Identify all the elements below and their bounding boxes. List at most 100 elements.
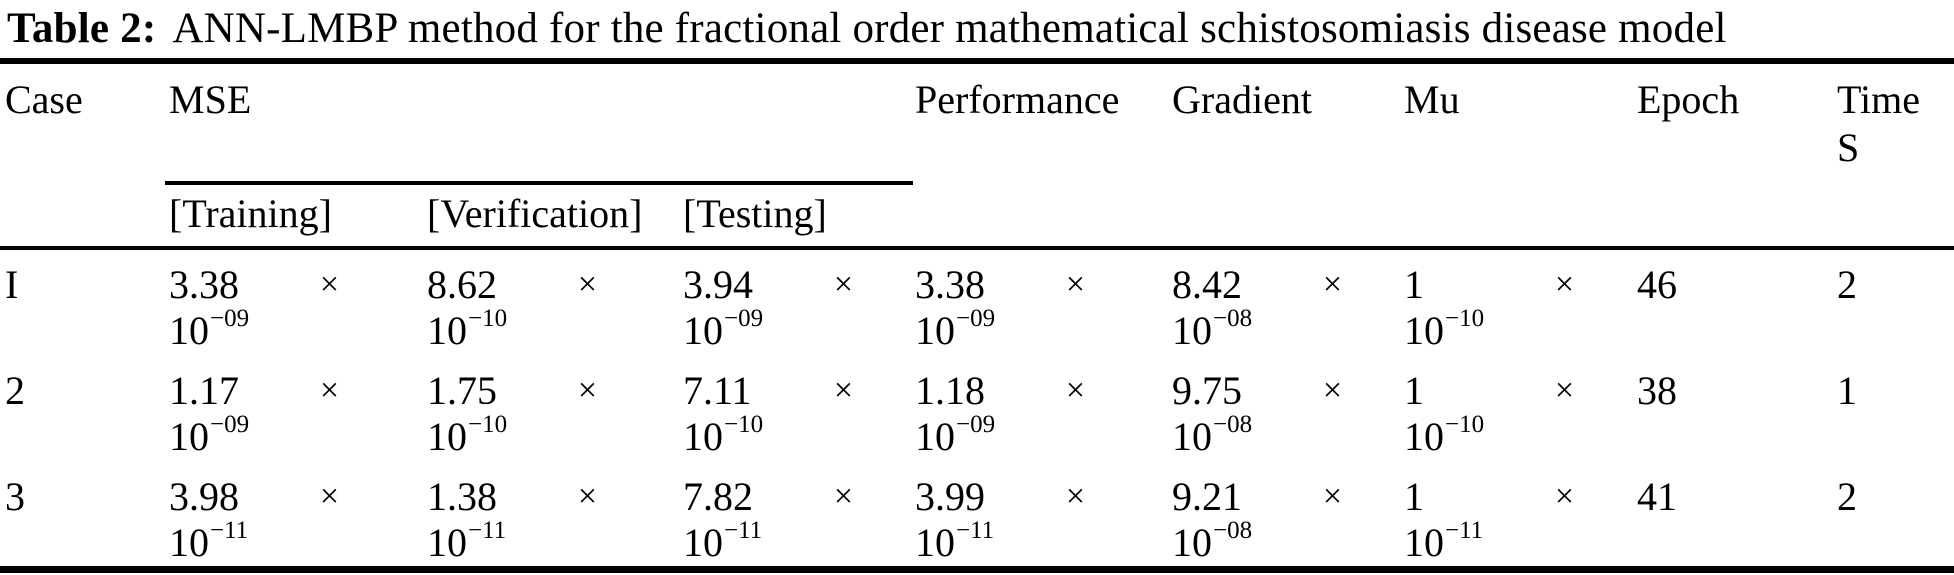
- base: 10: [915, 414, 955, 459]
- mantissa: 3.99: [915, 474, 985, 519]
- base: 10: [427, 520, 467, 565]
- exponent: −11: [1445, 516, 1484, 544]
- header-performance: Performance: [915, 77, 1120, 122]
- base: 10: [915, 520, 955, 565]
- exponent: −08: [1213, 516, 1253, 544]
- multiply-sign: ×: [577, 372, 597, 409]
- mu-value: 1 × 10−11: [1402, 474, 1635, 566]
- exponent: −10: [1445, 304, 1485, 332]
- multiply-sign: ×: [319, 266, 339, 303]
- power-of-ten: 10−10: [1404, 304, 1635, 354]
- header-gradient: Gradient: [1172, 77, 1312, 122]
- table-caption-label: Table 2:: [7, 5, 157, 52]
- power-of-ten: 10−10: [427, 304, 681, 354]
- multiply-sign: ×: [1065, 478, 1085, 515]
- power-of-ten: 10−09: [169, 304, 425, 354]
- power-of-ten: 10−11: [427, 516, 681, 566]
- table-row: 2 1.17 × 10−09 1.75 × 10−10 7.11 × 10−10 1.…: [0, 368, 1954, 460]
- header-time: Time S: [1835, 76, 1954, 172]
- base: 10: [1172, 520, 1212, 565]
- power-of-ten: 10−09: [169, 412, 425, 460]
- exponent: −09: [210, 304, 250, 332]
- table-caption: Table 2: ANN-LMBP method for the fraction…: [7, 1, 1727, 57]
- epoch-value: 38: [1637, 368, 1677, 413]
- multiply-sign: ×: [319, 372, 339, 409]
- multiply-sign: ×: [833, 372, 853, 409]
- base: 10: [169, 308, 209, 353]
- power-of-ten: 10−11: [683, 516, 913, 566]
- top-rule: [0, 58, 1954, 64]
- power-of-ten: 10−10: [683, 410, 913, 460]
- base: 10: [427, 414, 467, 459]
- header-time-line1: Time: [1837, 77, 1921, 122]
- mantissa: 3.38: [169, 262, 239, 307]
- base: 10: [427, 308, 467, 353]
- base: 10: [915, 308, 955, 353]
- base: 10: [1404, 414, 1444, 459]
- mantissa: 1: [1404, 368, 1424, 413]
- multiply-sign: ×: [1322, 478, 1342, 515]
- multiply-sign: ×: [1554, 266, 1574, 303]
- mse-verification-value: 1.38 × 10−11: [425, 474, 681, 566]
- base: 10: [1404, 520, 1444, 565]
- multiply-sign: ×: [833, 478, 853, 515]
- mantissa: 8.42: [1172, 262, 1242, 307]
- exponent: −11: [468, 516, 507, 544]
- performance-value: 3.38 × 10−09: [913, 262, 1170, 354]
- table-row: 3 3.98 × 10−11 1.38 × 10−11 7.82 × 10−11 3.…: [0, 474, 1954, 566]
- power-of-ten: 10−11: [915, 516, 1170, 566]
- power-of-ten: 10−11: [169, 518, 425, 566]
- exponent: −11: [956, 516, 995, 544]
- mantissa: 1: [1404, 262, 1424, 307]
- multiply-sign: ×: [833, 266, 853, 303]
- multiply-sign: ×: [319, 478, 339, 515]
- epoch-value: 46: [1637, 262, 1677, 307]
- exponent: −10: [468, 304, 508, 332]
- mse-verification-value: 8.62 × 10−10: [425, 262, 681, 354]
- multiply-sign: ×: [1065, 266, 1085, 303]
- mantissa: 3.94: [683, 262, 753, 307]
- power-of-ten: 10−08: [1172, 412, 1402, 460]
- mse-training-value: 1.17 × 10−09: [165, 368, 425, 460]
- mse-training-value: 3.98 × 10−11: [165, 474, 425, 566]
- base: 10: [683, 520, 723, 565]
- header-time-line2: S: [1837, 125, 1860, 170]
- mse-testing-value: 7.82 × 10−11: [681, 474, 913, 566]
- mu-value: 1 × 10−10: [1402, 368, 1635, 460]
- header-mu: Mu: [1404, 77, 1460, 122]
- exponent: −08: [1213, 304, 1253, 332]
- mantissa: 1: [1404, 474, 1424, 519]
- power-of-ten: 10−10: [1404, 410, 1635, 460]
- base: 10: [1172, 308, 1212, 353]
- power-of-ten: 10−08: [1172, 304, 1402, 354]
- multiply-sign: ×: [1554, 478, 1574, 515]
- gradient-value: 8.42 × 10−08: [1170, 262, 1402, 354]
- mantissa: 7.11: [683, 368, 752, 413]
- power-of-ten: 10−09: [683, 304, 913, 354]
- power-of-ten: 10−10: [427, 410, 681, 460]
- mantissa: 1.18: [915, 368, 985, 413]
- exponent: −11: [724, 516, 763, 544]
- mse-verification-value: 1.75 × 10−10: [425, 368, 681, 460]
- power-of-ten: 10−09: [915, 306, 1170, 354]
- header-body-divider-rule: [0, 246, 1954, 250]
- time-value: 1: [1837, 368, 1857, 413]
- base: 10: [683, 308, 723, 353]
- multiply-sign: ×: [1322, 372, 1342, 409]
- table-row: I 3.38 × 10−09 8.62 × 10−10 3.94 × 10−09 3.…: [0, 262, 1954, 354]
- case-value: 3: [5, 474, 25, 519]
- base: 10: [683, 414, 723, 459]
- exponent: −10: [724, 410, 764, 438]
- base: 10: [1404, 308, 1444, 353]
- gradient-value: 9.21 × 10−08: [1170, 474, 1402, 566]
- exponent: −09: [724, 304, 764, 332]
- mantissa: 1.38: [427, 474, 497, 519]
- header-mse: MSE: [169, 77, 252, 122]
- mse-group-rule: [165, 181, 913, 185]
- exponent: −10: [1445, 410, 1485, 438]
- performance-value: 3.99 × 10−11: [913, 474, 1170, 566]
- exponent: −10: [468, 410, 508, 438]
- mantissa: 3.38: [915, 262, 985, 307]
- multiply-sign: ×: [1065, 372, 1085, 409]
